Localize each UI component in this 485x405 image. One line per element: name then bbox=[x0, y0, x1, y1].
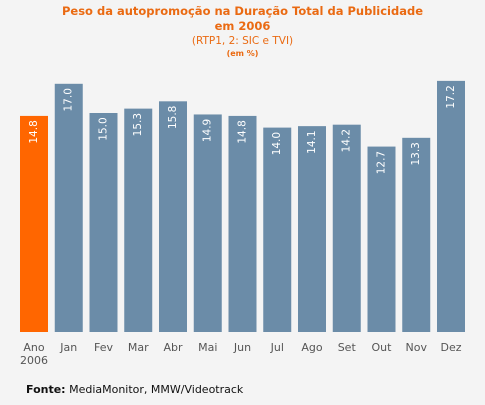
bar-5 bbox=[193, 114, 222, 333]
bar-4 bbox=[159, 101, 187, 332]
source-label: Fonte: bbox=[26, 383, 66, 396]
chart-title-line-2: em 2006 bbox=[214, 19, 271, 33]
x-tick-label-9: Set bbox=[338, 341, 357, 354]
chart-subtitle: (RTP1, 2: SIC e TVI) bbox=[191, 35, 294, 47]
bar-value-label-9: 14.2 bbox=[341, 129, 353, 152]
chart-unit: (em %) bbox=[226, 49, 259, 58]
x-tick-label-8: Ago bbox=[301, 341, 323, 354]
bar-0 bbox=[20, 115, 48, 332]
bar-value-label-2: 15.0 bbox=[98, 117, 110, 140]
bar-11 bbox=[402, 137, 431, 332]
bar-value-label-4: 15.8 bbox=[167, 106, 179, 129]
bar-10 bbox=[367, 146, 396, 332]
bar-value-label-0: 14.8 bbox=[28, 120, 40, 143]
bar-value-label-10: 12.7 bbox=[376, 151, 388, 174]
x-tick-label-7: Jul bbox=[270, 341, 284, 354]
bar-1 bbox=[54, 83, 83, 332]
bar-value-label-8: 14.1 bbox=[306, 130, 318, 153]
bar-value-label-5: 14.9 bbox=[202, 119, 214, 142]
bar-value-label-12: 17.2 bbox=[445, 85, 457, 108]
x-tick-label-5: Mai bbox=[198, 341, 217, 354]
source-text: MediaMonitor, MMW/Videotrack bbox=[69, 383, 244, 396]
x-tick-label-6: Jun bbox=[233, 341, 251, 354]
bar-12 bbox=[437, 80, 465, 332]
source-note: Fonte: MediaMonitor, MMW/Videotrack bbox=[26, 383, 243, 396]
bar-value-label-1: 17.0 bbox=[63, 88, 75, 111]
bar-8 bbox=[298, 126, 326, 332]
bar-7 bbox=[263, 127, 292, 332]
bar-9 bbox=[332, 124, 361, 333]
bar-2 bbox=[89, 113, 118, 332]
x-tick-label-11: Nov bbox=[406, 341, 428, 354]
bar-3 bbox=[124, 108, 153, 333]
bar-value-label-6: 14.8 bbox=[237, 120, 249, 143]
bar-value-label-3: 15.3 bbox=[132, 113, 144, 136]
x-tick-label-10: Out bbox=[372, 341, 393, 354]
x-tick-label-12: Dez bbox=[440, 341, 461, 354]
chart-header: Peso da autopromoção na Duração Total da… bbox=[0, 4, 485, 59]
x-tick-label-2: Fev bbox=[94, 341, 113, 354]
x-tick-label-1: Jan bbox=[59, 341, 77, 354]
x-tick-label-0-0: Ano bbox=[23, 341, 44, 354]
chart-title-line-1: Peso da autopromoção na Duração Total da… bbox=[61, 4, 423, 18]
x-tick-label-4: Abr bbox=[163, 341, 183, 354]
x-tick-label-0-1: 2006 bbox=[20, 354, 48, 367]
x-tick-label-3: Mar bbox=[128, 341, 149, 354]
bar-value-label-11: 13.3 bbox=[410, 142, 422, 165]
bar-value-label-7: 14.0 bbox=[271, 132, 283, 155]
bar-6 bbox=[228, 115, 257, 332]
